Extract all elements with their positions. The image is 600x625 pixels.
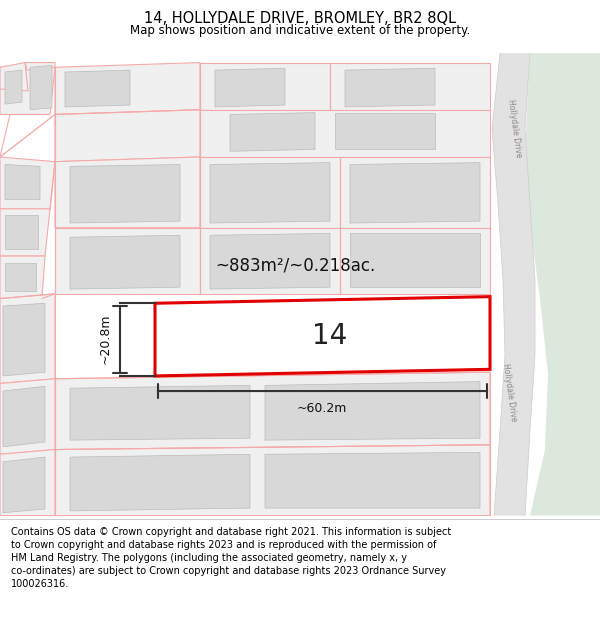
Polygon shape — [155, 297, 490, 376]
Polygon shape — [200, 228, 340, 294]
Polygon shape — [525, 53, 600, 516]
Text: 14, HOLLYDALE DRIVE, BROMLEY, BR2 8QL: 14, HOLLYDALE DRIVE, BROMLEY, BR2 8QL — [144, 11, 456, 26]
Polygon shape — [55, 228, 200, 294]
Polygon shape — [350, 233, 480, 288]
Polygon shape — [5, 70, 22, 104]
Polygon shape — [350, 162, 480, 223]
Polygon shape — [230, 112, 315, 151]
Text: Map shows position and indicative extent of the property.: Map shows position and indicative extent… — [130, 24, 470, 38]
Polygon shape — [0, 256, 45, 299]
Polygon shape — [70, 235, 180, 289]
Polygon shape — [335, 112, 435, 149]
Polygon shape — [30, 66, 52, 110]
Polygon shape — [3, 457, 45, 512]
Text: 14: 14 — [313, 322, 347, 350]
Polygon shape — [0, 68, 55, 114]
Polygon shape — [330, 62, 490, 110]
Polygon shape — [70, 386, 250, 440]
Polygon shape — [492, 53, 535, 516]
Text: Hollydale Drive: Hollydale Drive — [506, 99, 524, 158]
Polygon shape — [55, 110, 200, 162]
Polygon shape — [340, 157, 490, 228]
Polygon shape — [0, 449, 55, 516]
Polygon shape — [210, 162, 330, 223]
Polygon shape — [0, 157, 55, 209]
Polygon shape — [0, 62, 28, 91]
Text: ~20.8m: ~20.8m — [99, 314, 112, 364]
Text: ~60.2m: ~60.2m — [297, 402, 347, 416]
Polygon shape — [345, 68, 435, 107]
Polygon shape — [25, 62, 55, 70]
Polygon shape — [200, 110, 490, 157]
Polygon shape — [265, 452, 480, 508]
Polygon shape — [55, 372, 490, 449]
Polygon shape — [55, 445, 490, 516]
Polygon shape — [70, 454, 250, 511]
Text: Hollydale Drive: Hollydale Drive — [502, 363, 518, 423]
Polygon shape — [0, 209, 50, 256]
Polygon shape — [65, 70, 130, 107]
Polygon shape — [0, 379, 55, 454]
Text: ~883m²/~0.218ac.: ~883m²/~0.218ac. — [215, 256, 375, 274]
Polygon shape — [5, 164, 40, 199]
Polygon shape — [210, 233, 330, 289]
Polygon shape — [340, 228, 490, 294]
Polygon shape — [3, 386, 45, 447]
Polygon shape — [55, 157, 200, 228]
Polygon shape — [70, 164, 180, 223]
Polygon shape — [5, 262, 36, 291]
Polygon shape — [3, 303, 45, 376]
Polygon shape — [215, 68, 285, 107]
Polygon shape — [0, 294, 55, 384]
Polygon shape — [265, 382, 480, 440]
Polygon shape — [55, 62, 200, 114]
Polygon shape — [5, 216, 38, 249]
Text: Contains OS data © Crown copyright and database right 2021. This information is : Contains OS data © Crown copyright and d… — [11, 526, 451, 589]
Polygon shape — [200, 62, 330, 110]
Polygon shape — [200, 157, 340, 228]
